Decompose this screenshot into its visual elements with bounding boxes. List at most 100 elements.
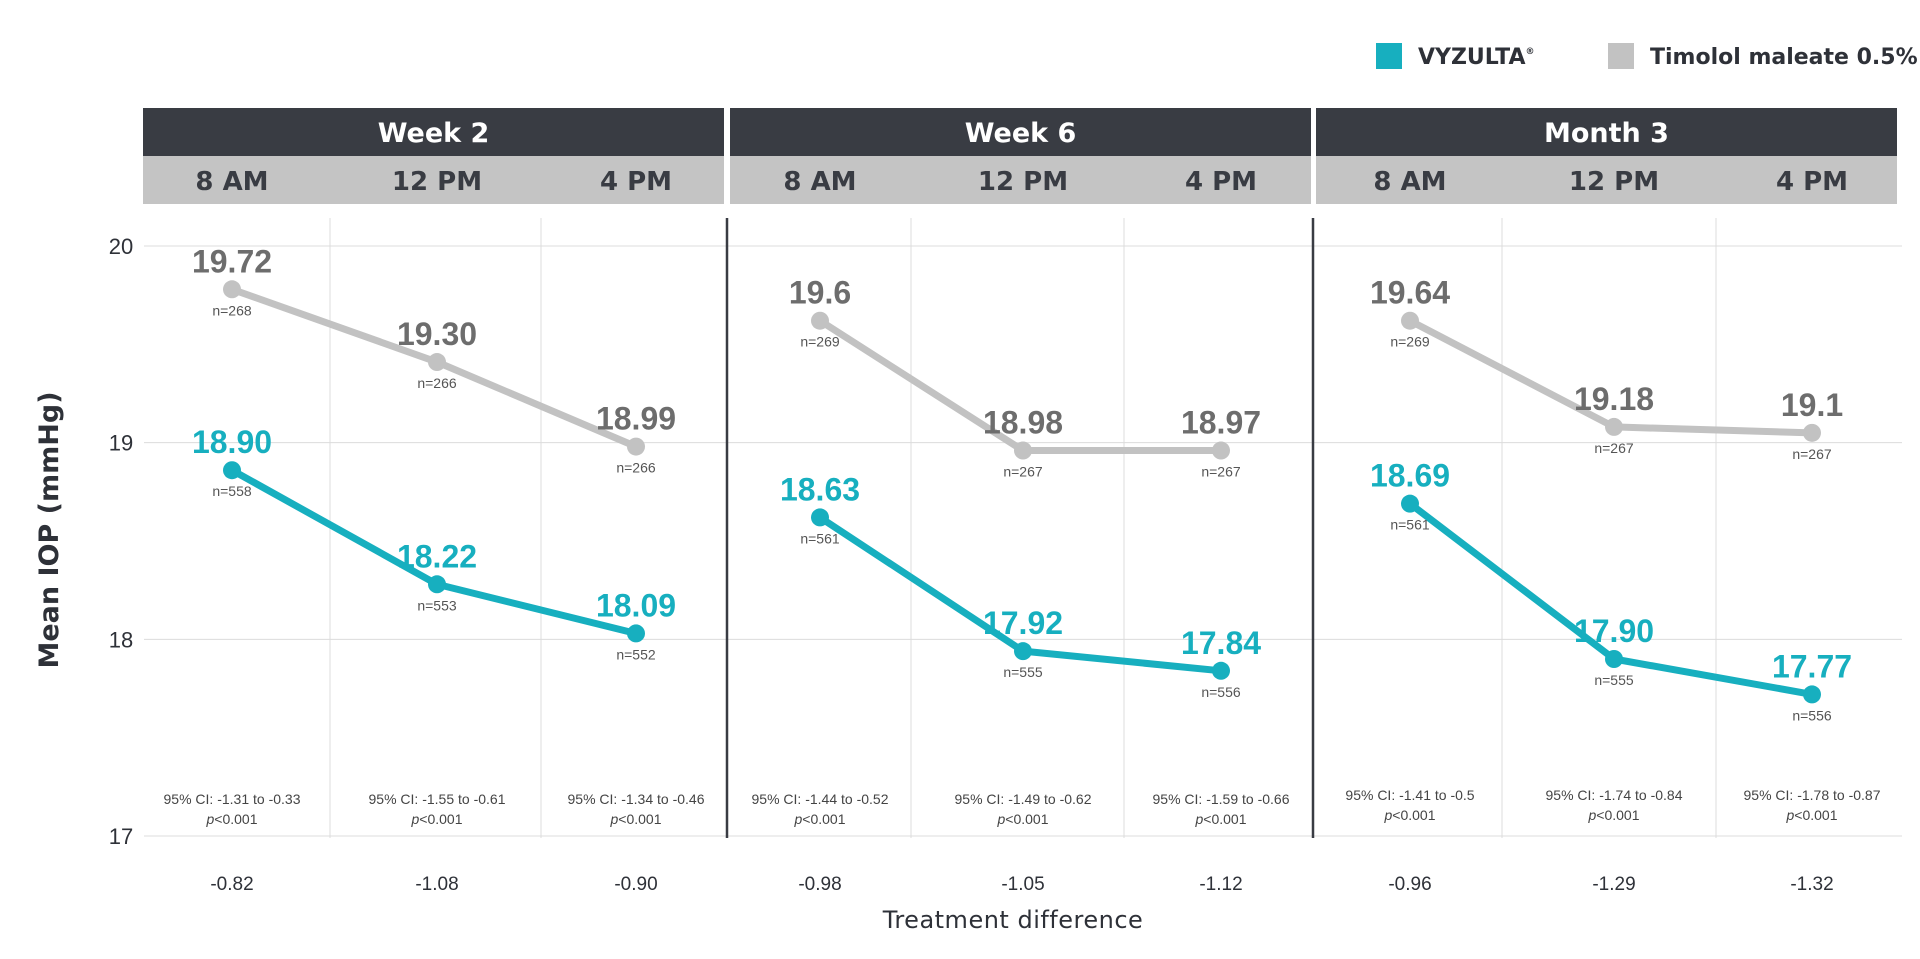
- y-tick-label: 17: [109, 824, 133, 849]
- grid: [144, 218, 1902, 838]
- time-label: 4 PM: [600, 167, 672, 197]
- time-label: 12 PM: [978, 167, 1068, 197]
- data-label-timolol: 19.72: [192, 243, 272, 279]
- data-label-vyzulta: 17.90: [1574, 613, 1654, 649]
- series: 18.90 n=558 18.22 n=553 18.09 n=552 18.63 n=561…: [192, 243, 1852, 723]
- ci-label: 95% CI: -1.55 to -0.61: [369, 791, 506, 807]
- ci-label: 95% CI: -1.44 to -0.52: [752, 791, 889, 807]
- n-count-timolol: n=267: [1792, 446, 1832, 462]
- treatment-difference-value: -1.29: [1592, 874, 1635, 895]
- data-label-timolol: 19.6: [789, 275, 851, 311]
- data-label-timolol: 18.97: [1181, 405, 1261, 441]
- time-label: 8 AM: [783, 167, 856, 197]
- data-label-timolol: 19.64: [1370, 275, 1450, 311]
- y-tick-label: 20: [109, 234, 133, 259]
- ci-label: 95% CI: -1.74 to -0.84: [1546, 787, 1683, 803]
- treatment-difference-value: -1.12: [1199, 874, 1242, 895]
- data-label-vyzulta: 17.84: [1181, 625, 1261, 661]
- data-label-vyzulta: 17.92: [983, 605, 1063, 641]
- data-point-vyzulta: [1212, 661, 1230, 680]
- annotations: 95% CI: -1.31 to -0.33 p<0.001 -0.82 95% CI…: [164, 787, 1881, 895]
- n-count-vyzulta: n=552: [616, 646, 656, 662]
- p-value-label: p<0.001: [410, 811, 462, 827]
- p-value-label: p<0.001: [996, 811, 1048, 827]
- treatment-difference-value: -1.08: [415, 874, 458, 895]
- data-label-vyzulta: 17.77: [1772, 648, 1852, 684]
- treatment-difference-value: -0.82: [210, 874, 253, 895]
- n-count-timolol: n=266: [417, 375, 457, 391]
- data-point-timolol: [223, 280, 241, 299]
- n-count-vyzulta: n=558: [212, 483, 252, 499]
- y-tick-label: 19: [109, 431, 133, 456]
- data-point-vyzulta: [428, 575, 446, 594]
- period-label: Week 2: [378, 118, 490, 149]
- p-value-label: p<0.001: [1194, 811, 1246, 827]
- treatment-difference-value: -0.90: [614, 874, 657, 895]
- data-point-vyzulta: [1605, 650, 1623, 668]
- treatment-difference-value: -1.32: [1790, 874, 1833, 895]
- p-value-label: p<0.001: [793, 811, 845, 827]
- n-count-timolol: n=266: [616, 460, 656, 476]
- time-label: 8 AM: [195, 167, 268, 197]
- data-point-timolol: [1803, 423, 1821, 442]
- data-point-timolol: [428, 353, 446, 372]
- n-count-vyzulta: n=553: [417, 597, 457, 613]
- ci-label: 95% CI: -1.34 to -0.46: [568, 791, 705, 807]
- data-label-timolol: 18.99: [596, 401, 676, 437]
- n-count-vyzulta: n=555: [1003, 664, 1043, 680]
- legend: VYZULTA® Timolol maleate 0.5%: [1376, 43, 1918, 70]
- ci-label: 95% CI: -1.78 to -0.87: [1744, 787, 1881, 803]
- time-header-bar: [143, 156, 724, 204]
- treatment-difference-value: -1.05: [1001, 874, 1044, 895]
- data-label-vyzulta: 18.22: [397, 538, 477, 574]
- period-header-bar: [730, 108, 1311, 156]
- ci-label: 95% CI: -1.49 to -0.62: [955, 791, 1092, 807]
- time-label: 8 AM: [1373, 167, 1446, 197]
- time-header-bar: [1316, 156, 1897, 204]
- data-label-vyzulta: 18.69: [1370, 458, 1450, 494]
- data-point-timolol: [1401, 311, 1419, 330]
- n-count-timolol: n=267: [1003, 464, 1043, 480]
- data-point-vyzulta: [811, 508, 829, 527]
- n-count-timolol: n=267: [1594, 440, 1634, 456]
- data-label-vyzulta: 18.90: [192, 424, 272, 460]
- ci-label: 95% CI: -1.59 to -0.66: [1153, 791, 1290, 807]
- x-axis-label: Treatment difference: [882, 906, 1144, 934]
- data-point-timolol: [1605, 417, 1623, 436]
- period-header-bar: [1316, 108, 1897, 156]
- y-axis: 17 18 19 20: [109, 234, 133, 849]
- period-headers: Week 2 8 AM 12 PM 4 PM Week 6 8 AM 12 PM 4 PM Mo…: [143, 108, 1897, 204]
- n-count-timolol: n=269: [800, 334, 840, 350]
- p-value-label: p<0.001: [205, 811, 257, 827]
- treatment-difference-value: -0.96: [1388, 874, 1431, 895]
- y-axis-label: Mean IOP (mmHg): [34, 391, 65, 668]
- p-value-label: p<0.001: [609, 811, 661, 827]
- p-value-label: p<0.001: [1383, 807, 1435, 823]
- data-point-vyzulta: [1803, 685, 1821, 704]
- p-value-label: p<0.001: [1587, 807, 1639, 823]
- data-point-timolol: [1212, 441, 1230, 460]
- n-count-vyzulta: n=556: [1792, 707, 1832, 723]
- n-count-timolol: n=268: [212, 302, 252, 318]
- n-count-vyzulta: n=556: [1201, 684, 1241, 700]
- period-label: Week 6: [965, 118, 1077, 149]
- p-value-label: p<0.001: [1785, 807, 1837, 823]
- data-label-timolol: 19.30: [397, 316, 477, 352]
- n-count-vyzulta: n=561: [800, 530, 840, 546]
- data-point-vyzulta: [223, 461, 241, 480]
- legend-swatch-vyzulta: [1376, 43, 1402, 69]
- data-label-vyzulta: 18.63: [780, 471, 860, 507]
- data-point-vyzulta: [1014, 642, 1032, 661]
- legend-label-timolol: Timolol maleate 0.5%: [1650, 45, 1918, 70]
- n-count-timolol: n=267: [1201, 464, 1241, 480]
- legend-label-vyzulta: VYZULTA®: [1418, 45, 1534, 70]
- legend-swatch-timolol: [1608, 43, 1634, 69]
- data-point-vyzulta: [1401, 494, 1419, 513]
- n-count-vyzulta: n=561: [1390, 517, 1430, 533]
- time-label: 12 PM: [1569, 167, 1659, 197]
- data-point-timolol: [627, 437, 645, 456]
- data-point-timolol: [1014, 441, 1032, 460]
- time-label: 4 PM: [1185, 167, 1257, 197]
- data-label-timolol: 19.1: [1781, 387, 1843, 423]
